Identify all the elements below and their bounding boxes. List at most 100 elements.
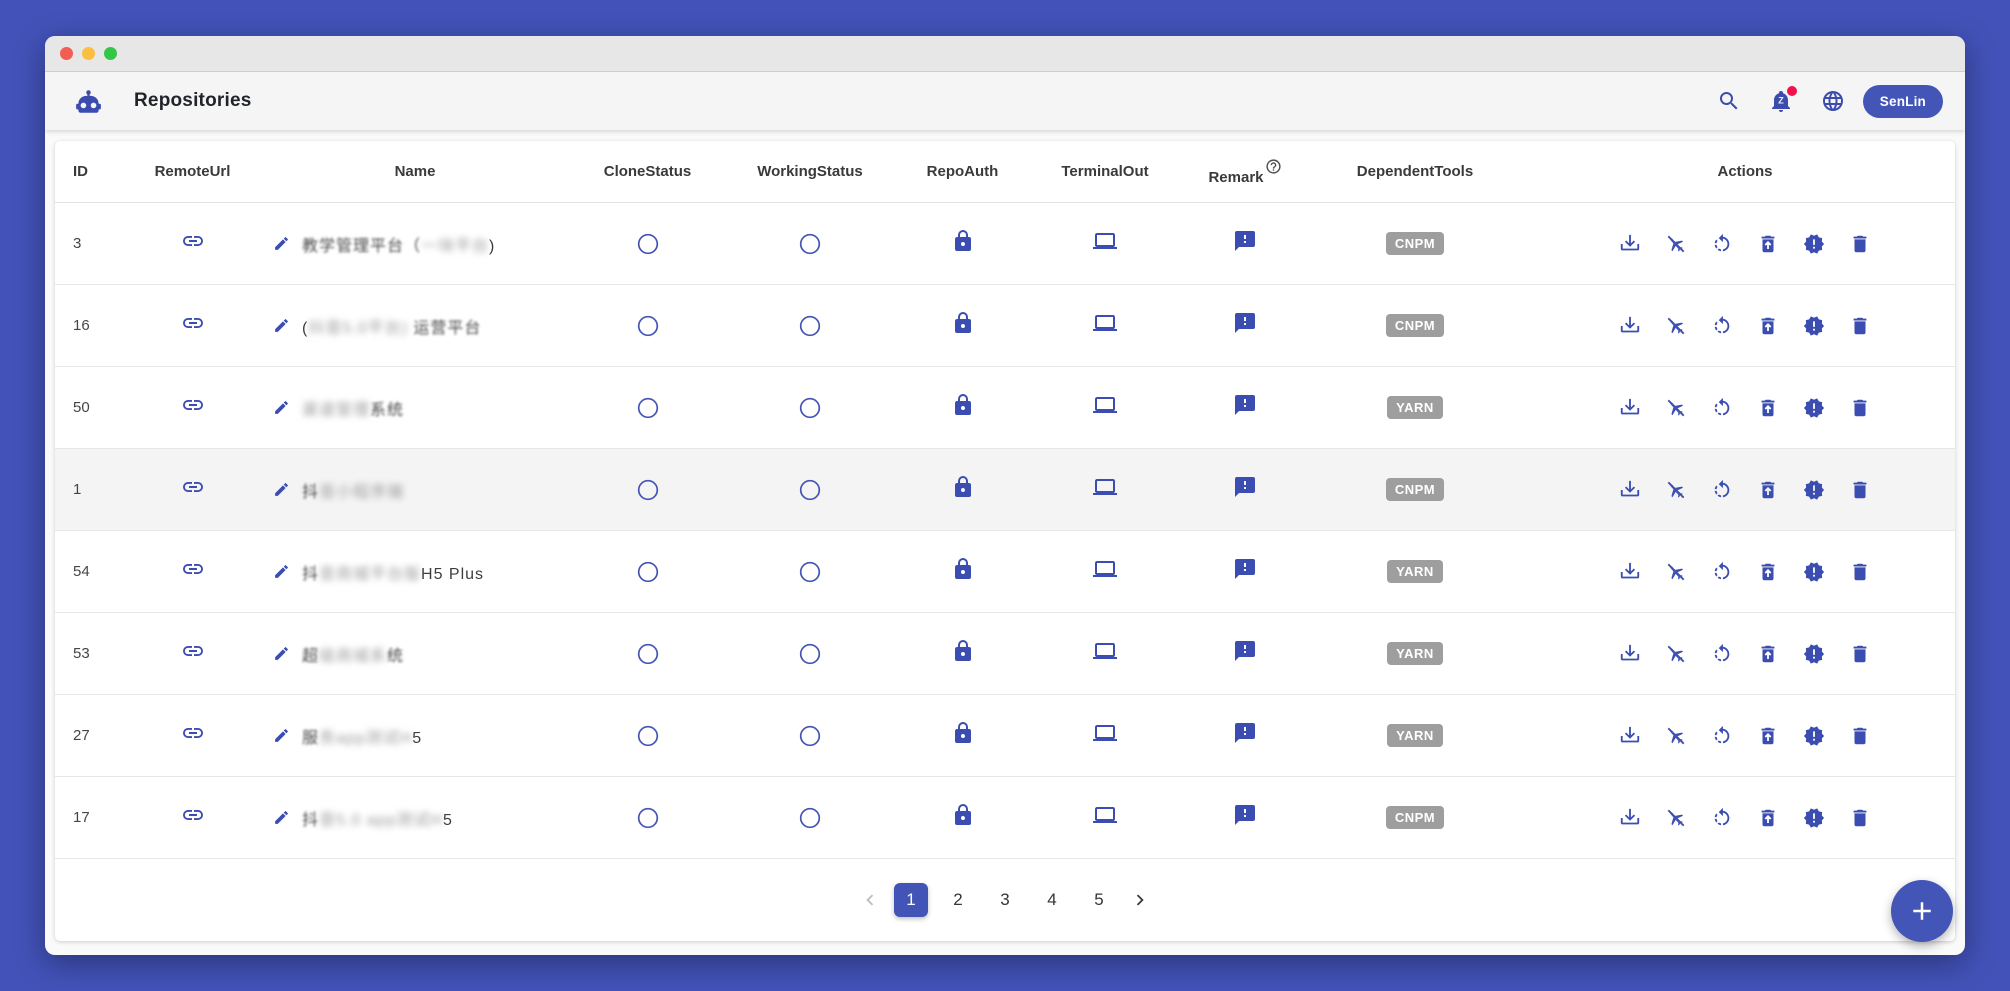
download-icon[interactable] (1619, 479, 1641, 501)
alert-decagram-icon[interactable] (1803, 561, 1825, 583)
terminal-out-laptop-icon[interactable] (1093, 557, 1117, 581)
minimize-window-button[interactable] (82, 47, 95, 60)
download-icon[interactable] (1619, 643, 1641, 665)
airplane-off-icon[interactable] (1665, 561, 1687, 583)
pagination-page-2[interactable]: 2 (941, 883, 975, 917)
delete-restore-icon[interactable] (1757, 315, 1779, 337)
remote-url-link-icon[interactable] (181, 557, 205, 581)
terminal-out-laptop-icon[interactable] (1093, 229, 1117, 253)
pagination-page-1[interactable]: 1 (894, 882, 928, 917)
repo-auth-lock-icon[interactable] (951, 311, 975, 335)
alert-decagram-icon[interactable] (1803, 643, 1825, 665)
terminal-out-laptop-icon[interactable] (1093, 639, 1117, 663)
remote-url-link-icon[interactable] (181, 721, 205, 745)
pagination-page-4[interactable]: 4 (1035, 883, 1069, 917)
delete-restore-icon[interactable] (1757, 643, 1779, 665)
airplane-off-icon[interactable] (1665, 725, 1687, 747)
repo-auth-lock-icon[interactable] (951, 803, 975, 827)
edit-name-pencil-icon[interactable] (273, 235, 290, 252)
edit-name-pencil-icon[interactable] (273, 399, 290, 416)
delete-restore-icon[interactable] (1757, 479, 1779, 501)
download-icon[interactable] (1619, 397, 1641, 419)
airplane-off-icon[interactable] (1665, 643, 1687, 665)
remark-message-alert-icon[interactable] (1233, 639, 1257, 663)
edit-name-pencil-icon[interactable] (273, 481, 290, 498)
restore-icon[interactable] (1711, 725, 1733, 747)
repo-auth-lock-icon[interactable] (951, 639, 975, 663)
chevron-right-icon[interactable] (1129, 889, 1151, 911)
edit-name-pencil-icon[interactable] (273, 317, 290, 334)
download-icon[interactable] (1619, 233, 1641, 255)
restore-icon[interactable] (1711, 561, 1733, 583)
delete-restore-icon[interactable] (1757, 561, 1779, 583)
delete-icon[interactable] (1849, 807, 1871, 829)
alert-decagram-icon[interactable] (1803, 479, 1825, 501)
search-icon[interactable] (1717, 89, 1741, 113)
remark-message-alert-icon[interactable] (1233, 721, 1257, 745)
edit-name-pencil-icon[interactable] (273, 809, 290, 826)
add-repository-fab[interactable] (1891, 880, 1953, 942)
repo-auth-lock-icon[interactable] (951, 721, 975, 745)
restore-icon[interactable] (1711, 233, 1733, 255)
terminal-out-laptop-icon[interactable] (1093, 311, 1117, 335)
remark-message-alert-icon[interactable] (1233, 393, 1257, 417)
terminal-out-laptop-icon[interactable] (1093, 475, 1117, 499)
terminal-out-laptop-icon[interactable] (1093, 393, 1117, 417)
pagination-page-5[interactable]: 5 (1082, 883, 1116, 917)
zoom-window-button[interactable] (104, 47, 117, 60)
restore-icon[interactable] (1711, 397, 1733, 419)
user-button[interactable]: SenLin (1862, 84, 1943, 118)
repo-auth-lock-icon[interactable] (951, 393, 975, 417)
repo-auth-lock-icon[interactable] (951, 475, 975, 499)
help-circle-outline-icon[interactable] (1265, 158, 1282, 175)
download-icon[interactable] (1619, 315, 1641, 337)
delete-icon[interactable] (1849, 561, 1871, 583)
remark-message-alert-icon[interactable] (1233, 557, 1257, 581)
remark-message-alert-icon[interactable] (1233, 475, 1257, 499)
delete-restore-icon[interactable] (1757, 807, 1779, 829)
download-icon[interactable] (1619, 807, 1641, 829)
airplane-off-icon[interactable] (1665, 315, 1687, 337)
delete-restore-icon[interactable] (1757, 725, 1779, 747)
repo-auth-lock-icon[interactable] (951, 229, 975, 253)
alert-decagram-icon[interactable] (1803, 397, 1825, 419)
delete-icon[interactable] (1849, 643, 1871, 665)
delete-restore-icon[interactable] (1757, 233, 1779, 255)
delete-icon[interactable] (1849, 725, 1871, 747)
alert-decagram-icon[interactable] (1803, 233, 1825, 255)
globe-icon[interactable] (1821, 89, 1845, 113)
edit-name-pencil-icon[interactable] (273, 727, 290, 744)
terminal-out-laptop-icon[interactable] (1093, 721, 1117, 745)
restore-icon[interactable] (1711, 643, 1733, 665)
remote-url-link-icon[interactable] (181, 639, 205, 663)
remote-url-link-icon[interactable] (181, 803, 205, 827)
pagination-page-3[interactable]: 3 (988, 883, 1022, 917)
delete-icon[interactable] (1849, 397, 1871, 419)
chevron-left-icon[interactable] (859, 889, 881, 911)
delete-restore-icon[interactable] (1757, 397, 1779, 419)
alert-decagram-icon[interactable] (1803, 725, 1825, 747)
edit-name-pencil-icon[interactable] (273, 563, 290, 580)
airplane-off-icon[interactable] (1665, 397, 1687, 419)
airplane-off-icon[interactable] (1665, 479, 1687, 501)
restore-icon[interactable] (1711, 479, 1733, 501)
delete-icon[interactable] (1849, 315, 1871, 337)
alert-decagram-icon[interactable] (1803, 315, 1825, 337)
download-icon[interactable] (1619, 561, 1641, 583)
remark-message-alert-icon[interactable] (1233, 229, 1257, 253)
remote-url-link-icon[interactable] (181, 229, 205, 253)
notifications-button[interactable] (1769, 86, 1797, 113)
remark-message-alert-icon[interactable] (1233, 311, 1257, 335)
delete-icon[interactable] (1849, 233, 1871, 255)
remote-url-link-icon[interactable] (181, 393, 205, 417)
remote-url-link-icon[interactable] (181, 475, 205, 499)
edit-name-pencil-icon[interactable] (273, 645, 290, 662)
repo-auth-lock-icon[interactable] (951, 557, 975, 581)
close-window-button[interactable] (60, 47, 73, 60)
terminal-out-laptop-icon[interactable] (1093, 803, 1117, 827)
download-icon[interactable] (1619, 725, 1641, 747)
airplane-off-icon[interactable] (1665, 807, 1687, 829)
restore-icon[interactable] (1711, 807, 1733, 829)
alert-decagram-icon[interactable] (1803, 807, 1825, 829)
remark-message-alert-icon[interactable] (1233, 803, 1257, 827)
